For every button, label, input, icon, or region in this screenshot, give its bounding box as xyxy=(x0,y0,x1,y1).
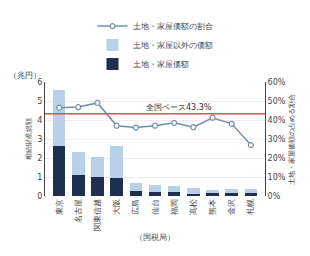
svg-text:相続財産総額: 相続財産総額 xyxy=(25,118,33,160)
svg-text:5: 5 xyxy=(37,97,42,106)
svg-text:名古屋: 名古屋 xyxy=(74,199,83,223)
svg-text:金沢: 金沢 xyxy=(227,199,236,215)
svg-text:0%: 0% xyxy=(268,192,281,201)
svg-text:土地・家屋価額の割合: 土地・家屋価額の割合 xyxy=(133,22,213,31)
svg-text:4: 4 xyxy=(37,116,42,125)
svg-text:（国税局）: （国税局） xyxy=(135,233,175,242)
svg-text:6: 6 xyxy=(37,78,42,87)
svg-text:高松: 高松 xyxy=(189,199,198,215)
svg-text:50%: 50% xyxy=(268,97,286,106)
svg-text:大阪: 大阪 xyxy=(112,199,121,215)
svg-text:関東信越: 関東信越 xyxy=(93,199,102,231)
svg-text:熊本: 熊本 xyxy=(208,199,217,215)
svg-text:土地・家屋以外の価額: 土地・家屋以外の価額 xyxy=(133,41,213,50)
svg-text:2: 2 xyxy=(37,154,42,163)
svg-text:全国ベース43.3%: 全国ベース43.3% xyxy=(146,103,212,112)
svg-text:40%: 40% xyxy=(268,116,286,125)
svg-text:10%: 10% xyxy=(268,173,286,182)
svg-text:20%: 20% xyxy=(268,154,286,163)
svg-text:土地・家屋価額の占める割合: 土地・家屋価額の占める割合 xyxy=(288,94,296,185)
svg-text:1: 1 xyxy=(37,173,42,182)
svg-text:東京: 東京 xyxy=(55,199,64,215)
svg-text:60%: 60% xyxy=(268,78,286,87)
svg-text:3: 3 xyxy=(37,135,42,144)
svg-text:（兆円）: （兆円） xyxy=(9,71,41,80)
svg-text:30%: 30% xyxy=(268,135,286,144)
svg-text:土地・家屋価額: 土地・家屋価額 xyxy=(133,60,189,69)
svg-text:札幌: 札幌 xyxy=(246,199,255,215)
svg-text:仙台: 仙台 xyxy=(151,199,160,215)
svg-text:0: 0 xyxy=(37,192,42,201)
svg-text:広島: 広島 xyxy=(131,199,140,215)
svg-text:福岡: 福岡 xyxy=(170,199,179,215)
